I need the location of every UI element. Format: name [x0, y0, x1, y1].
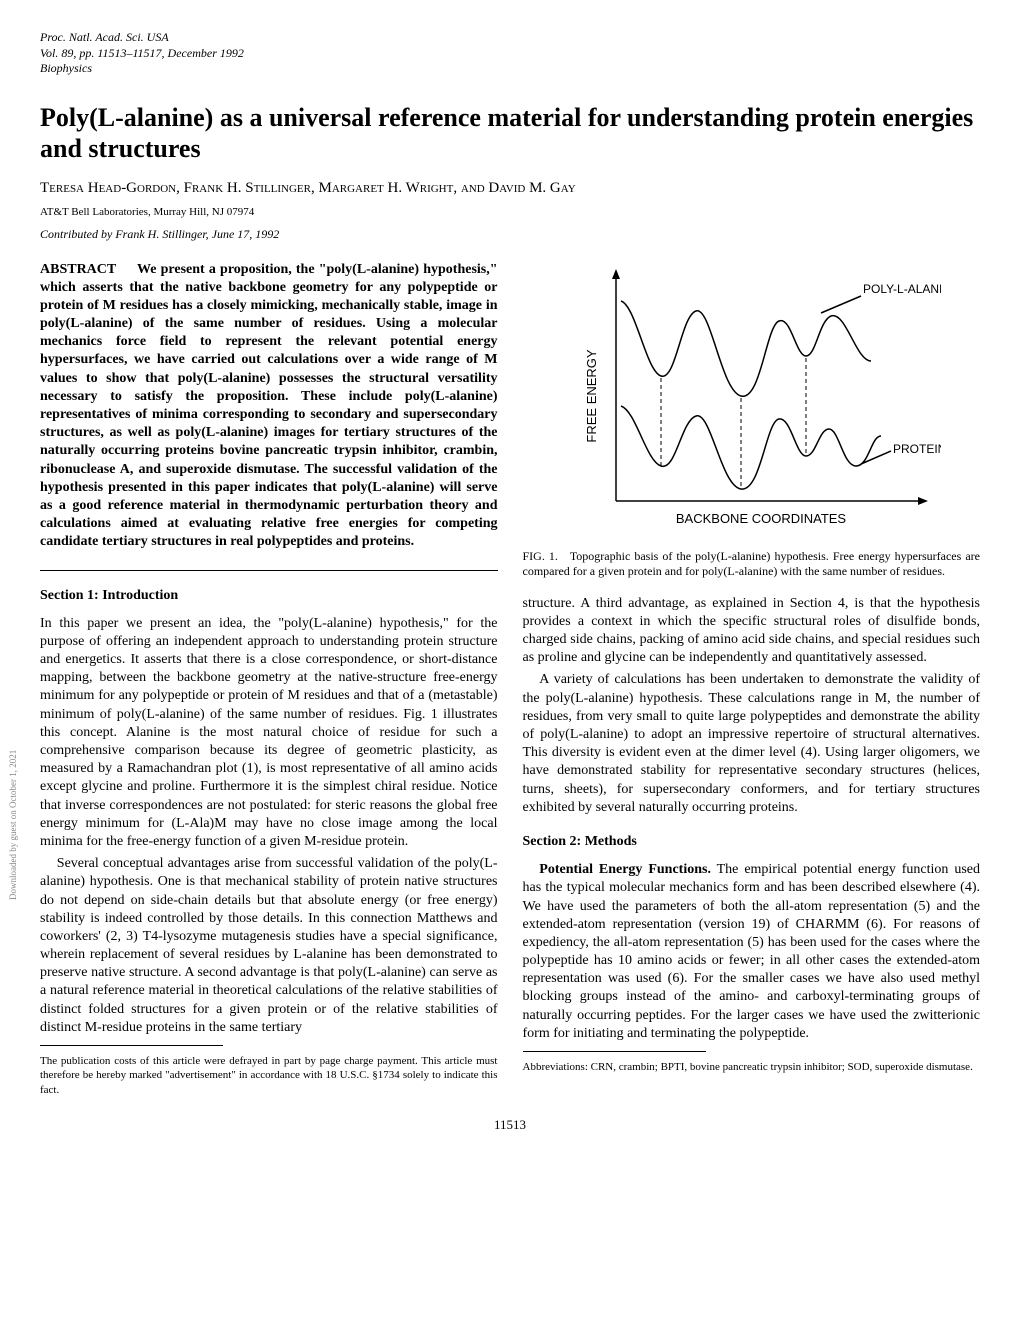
affiliation: AT&T Bell Laboratories, Murray Hill, NJ … [40, 205, 980, 219]
left-footnote: The publication costs of this article we… [40, 1054, 498, 1097]
s2-paragraph1: Potential Energy Functions. The empirica… [523, 861, 981, 1043]
label-leader [861, 451, 891, 464]
article-title: Poly(L-alanine) as a universal reference… [40, 102, 980, 164]
category: Biophysics [40, 61, 980, 77]
journal-name: Proc. Natl. Acad. Sci. USA [40, 30, 980, 46]
y-axis-label: FREE ENERGY [584, 349, 599, 443]
figure-caption-text: Topographic basis of the poly(L-alanine)… [523, 549, 981, 579]
s2-text: The empirical potential energy function … [523, 862, 981, 1041]
left-column: ABSTRACT We present a proposition, the "… [40, 261, 498, 1097]
s1-paragraph3: structure. A third advantage, as explain… [523, 595, 981, 668]
s2-subheading: Potential Energy Functions. [539, 862, 711, 877]
figure-label: FIG. 1. [523, 549, 558, 563]
right-column: FREE ENERGY BACKBONE COORDINATES POLY-L-… [523, 261, 981, 1097]
abstract-text: We present a proposition, the "poly(L-al… [40, 262, 498, 550]
x-axis-arrow [918, 497, 928, 505]
two-column-layout: ABSTRACT We present a proposition, the "… [40, 261, 980, 1097]
poly-alanine-label: POLY-L-ALANINE [863, 282, 941, 296]
x-axis-label: BACKBONE COORDINATES [676, 511, 847, 526]
poly-alanine-curve [621, 301, 871, 396]
figure-1: FREE ENERGY BACKBONE COORDINATES POLY-L-… [523, 261, 981, 580]
download-note: Downloaded by guest on October 1, 2021 [8, 750, 20, 900]
figure-1-caption: FIG. 1. Topographic basis of the poly(L-… [523, 549, 981, 580]
right-footnote: Abbreviations: CRN, crambin; BPTI, bovin… [523, 1060, 981, 1074]
footnote-divider [40, 1045, 223, 1046]
section1-heading: Section 1: Introduction [40, 587, 498, 605]
abstract: ABSTRACT We present a proposition, the "… [40, 261, 498, 552]
protein-curve [621, 406, 881, 489]
s1-paragraph1: In this paper we present an idea, the "p… [40, 615, 498, 851]
s1-paragraph2: Several conceptual advantages arise from… [40, 855, 498, 1037]
footnote-divider-right [523, 1051, 706, 1052]
y-axis-arrow [612, 269, 620, 279]
figure-1-svg: FREE ENERGY BACKBONE COORDINATES POLY-L-… [561, 261, 941, 541]
section2-heading: Section 2: Methods [523, 833, 981, 851]
section-divider [40, 570, 498, 571]
label-leader [821, 296, 861, 313]
protein-label: PROTEIN [893, 442, 941, 456]
volume-info: Vol. 89, pp. 11513–11517, December 1992 [40, 46, 980, 62]
journal-header: Proc. Natl. Acad. Sci. USA Vol. 89, pp. … [40, 30, 980, 77]
author-list: Teresa Head-Gordon, Frank H. Stillinger,… [40, 179, 980, 199]
contributed-line: Contributed by Frank H. Stillinger, June… [40, 227, 980, 243]
s1-paragraph4: A variety of calculations has been under… [523, 671, 981, 817]
abstract-label: ABSTRACT [40, 262, 116, 277]
page-number: 11513 [40, 1117, 980, 1134]
